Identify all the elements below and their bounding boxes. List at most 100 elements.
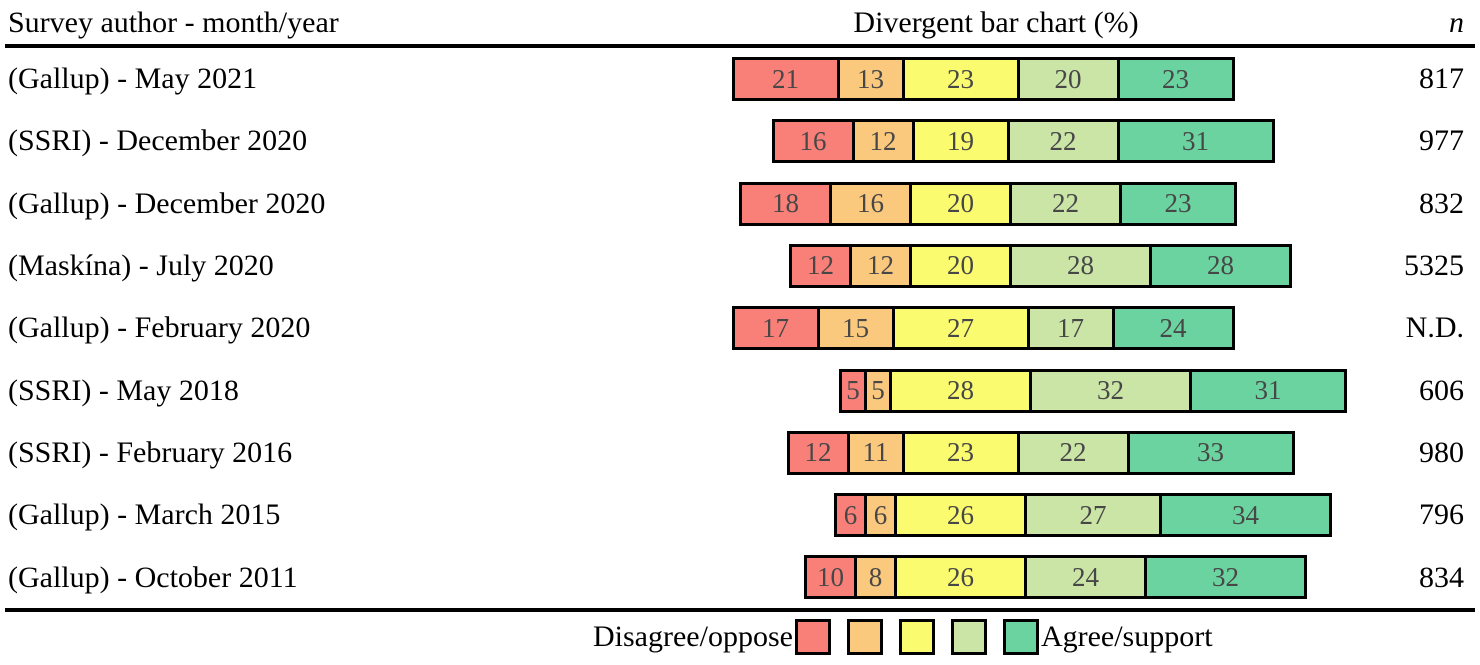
bar-segment-value: 6: [873, 499, 888, 530]
bar-segment-4: 27: [1024, 493, 1162, 538]
survey-row-label: (Gallup) - October 2011: [8, 560, 298, 594]
diverging-stacked-bar: 10 8 26 24 32: [804, 555, 1307, 600]
bar-segment-value: 12: [804, 437, 832, 468]
diverging-stacked-bar: 6 6 26 27 34: [834, 493, 1332, 538]
bar-segment-value: 26: [947, 499, 974, 530]
bar-segment-value: 11: [862, 437, 889, 468]
legend-right-label: Agree/support: [1040, 620, 1213, 653]
bar-segment-value: 27: [947, 312, 974, 343]
sample-size-value: 834: [1419, 560, 1464, 594]
bar-segment-value: 12: [867, 250, 894, 281]
bar-segment-value: 12: [869, 125, 897, 156]
legend-swatch-4: [950, 619, 987, 655]
bar-segment-value: 18: [772, 188, 799, 219]
bar-segment-4: 22: [1006, 119, 1120, 164]
bar-segment-4: 20: [1016, 57, 1120, 101]
bar-segment-2: 15: [816, 306, 895, 351]
survey-row-label: (SSRI) - December 2020: [8, 124, 308, 158]
survey-row-label: (SSRI) - February 2016: [8, 435, 293, 469]
bar-segment-value: 16: [799, 125, 827, 156]
bar-segment-value: 15: [842, 312, 869, 343]
bar-segment-4: 28: [1009, 243, 1152, 288]
bar-segment-1: 18: [739, 181, 832, 226]
bar-segment-5: 32: [1144, 555, 1307, 600]
bar-segment-3: 23: [901, 430, 1020, 475]
sample-size-value: 980: [1419, 435, 1464, 469]
bar-segment-1: 17: [731, 306, 820, 351]
bar-segment-2: 8: [854, 555, 897, 600]
bar-segment-value: 28: [1207, 250, 1234, 281]
bar-segment-value: 31: [1254, 375, 1282, 405]
legend-left-label: Disagree/oppose: [593, 620, 793, 653]
sample-size-value: 606: [1419, 373, 1464, 407]
bar-segment-5: 31: [1116, 119, 1275, 164]
table-row: (Gallup) - February 2020 17 15 27 17 24 N.D.: [0, 297, 1480, 359]
header-rule: [5, 44, 1475, 48]
bar-segment-value: 20: [947, 250, 974, 281]
bar-segment-1: 21: [731, 57, 840, 101]
bar-segment-1: 10: [804, 555, 857, 600]
bar-segment-1: 16: [771, 119, 855, 164]
bar-segment-5: 34: [1159, 493, 1332, 538]
bar-segment-value: 8: [868, 561, 883, 592]
survey-row-label: (Maskína) - July 2020: [8, 249, 274, 283]
sample-size-value: 977: [1419, 124, 1464, 158]
bar-segment-3: 20: [909, 243, 1012, 288]
bar-segment-2: 12: [851, 119, 915, 164]
sample-size-value: 832: [1419, 186, 1464, 220]
bar-segment-value: 31: [1182, 125, 1209, 156]
bar-segment-5: 23: [1119, 181, 1237, 226]
table-row: (Gallup) - October 2011 10 8 26 24 32 834: [0, 546, 1480, 608]
diverging-stacked-bar: 12 12 20 28 28: [789, 243, 1292, 288]
table-row: (Gallup) - December 2020 18 16 20 22 23 832: [0, 173, 1480, 235]
bar-segment-4: 22: [1016, 430, 1130, 475]
bar-segment-2: 6: [864, 493, 897, 538]
bar-segment-1: 12: [786, 430, 850, 475]
table-row: (SSRI) - February 2016 12 11 23 22 33 980: [0, 422, 1480, 484]
sample-size-value: 796: [1419, 498, 1464, 532]
bar-segment-value: 20: [1054, 63, 1082, 94]
bar-segment-value: 20: [947, 188, 974, 219]
bar-segment-2: 11: [846, 430, 905, 475]
bar-segment-value: 13: [857, 63, 884, 94]
legend-swatch-5: [1002, 619, 1039, 655]
bar-segment-2: 16: [829, 181, 912, 226]
bar-segment-value: 32: [1097, 375, 1124, 405]
bar-segment-value: 28: [947, 375, 974, 405]
bar-segment-value: 23: [947, 63, 974, 94]
column-header-n: n: [1449, 6, 1464, 39]
bar-segment-value: 24: [1072, 561, 1099, 592]
diverging-stacked-bar: 12 11 23 22 33: [786, 430, 1295, 475]
bar-segment-3: 28: [889, 368, 1032, 413]
bar-segment-value: 22: [1052, 188, 1079, 219]
bar-segment-5: 28: [1149, 243, 1292, 288]
bar-segment-value: 16: [857, 188, 884, 219]
survey-row-label: (Gallup) - December 2020: [8, 186, 326, 220]
diverging-stacked-bar: 16 12 19 22 31: [771, 119, 1275, 164]
column-header-divergent-bar-chart: Divergent bar chart (%): [853, 6, 1139, 39]
survey-row-label: (Gallup) - May 2021: [8, 62, 258, 96]
legend-swatches: [793, 619, 1039, 655]
bar-segment-value: 21: [772, 63, 799, 94]
sample-size-value: 817: [1419, 62, 1464, 96]
bar-segment-2: 5: [864, 368, 892, 413]
bar-segment-value: 33: [1197, 437, 1224, 468]
survey-row-label: (Gallup) - March 2015: [8, 498, 281, 532]
legend-swatch-3: [898, 619, 935, 655]
bar-segment-3: 26: [894, 555, 1027, 600]
bar-segment-value: 23: [1164, 188, 1192, 219]
survey-row-label: (Gallup) - February 2020: [8, 311, 311, 345]
bar-segment-2: 12: [849, 243, 912, 288]
bar-segment-value: 27: [1079, 499, 1107, 530]
diverging-stacked-bar: 18 16 20 22 23: [739, 181, 1237, 226]
bar-segment-value: 26: [947, 561, 974, 592]
bar-segment-value: 6: [843, 499, 858, 530]
bar-segment-3: 27: [891, 306, 1030, 351]
bar-segment-value: 19: [947, 125, 974, 156]
bar-segment-value: 32: [1212, 561, 1239, 592]
table-row: (SSRI) - December 2020 16 12 19 22 31 977: [0, 110, 1480, 172]
bar-segment-5: 24: [1111, 306, 1235, 351]
table-row: (Gallup) - March 2015 6 6 26 27 34 796: [0, 484, 1480, 546]
bar-segment-4: 32: [1029, 368, 1192, 413]
